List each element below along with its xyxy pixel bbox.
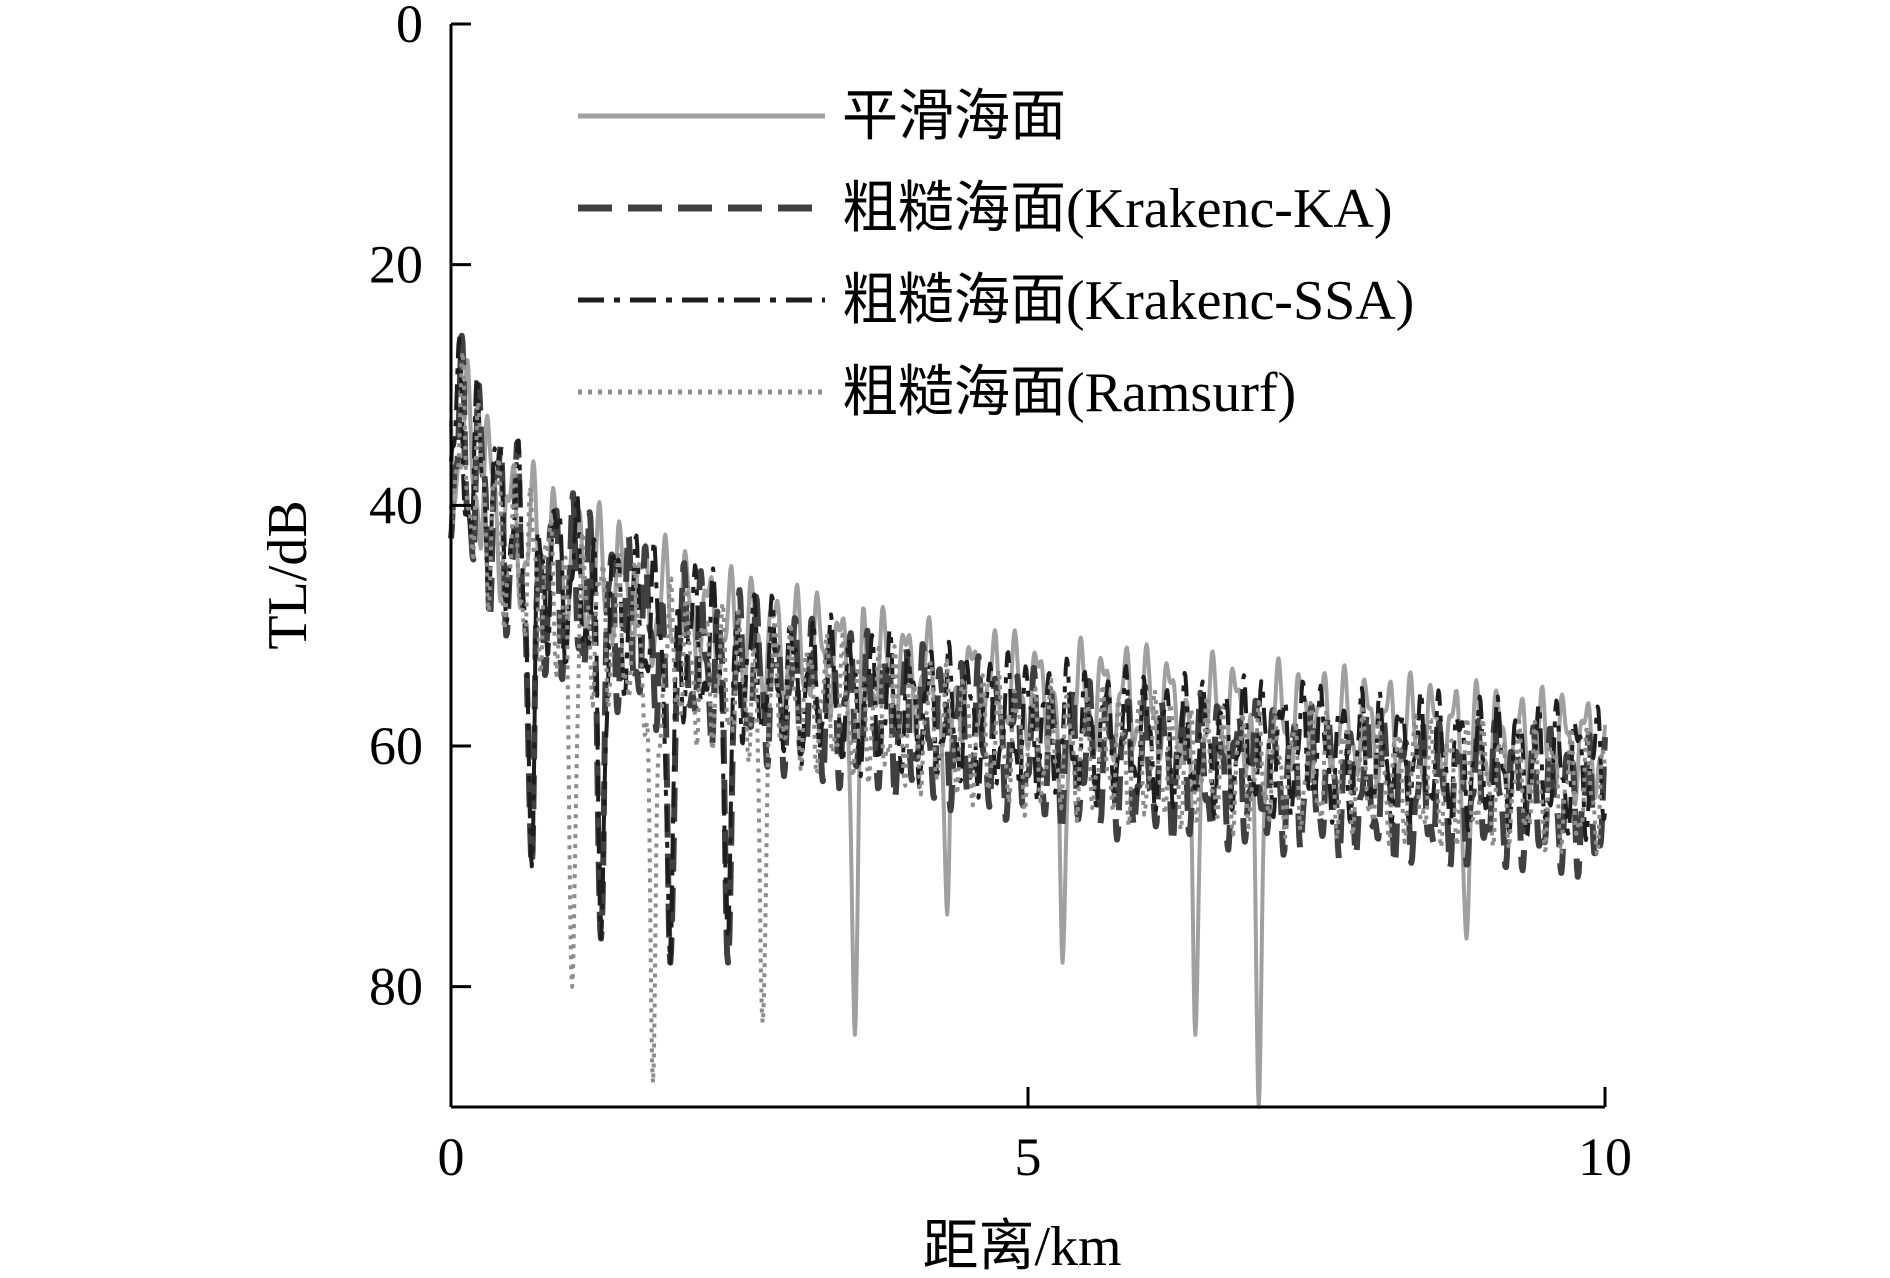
legend-label-2: 粗糙海面(Krakenc-KA) <box>842 178 1392 240</box>
series-line-3 <box>449 336 1607 965</box>
legend-label-4: 粗糙海面(Ramsurf) <box>842 362 1296 424</box>
legend-label-1: 平滑海面 <box>842 86 1066 148</box>
plot-lines <box>448 332 1608 1109</box>
y-tick-label: 60 <box>369 716 423 776</box>
y-tick-label: 40 <box>369 475 423 535</box>
legend-label-3: 粗糙海面(Krakenc-SSA) <box>842 270 1414 332</box>
x-tick-label: 10 <box>1578 1127 1632 1187</box>
y-tick-label: 80 <box>369 957 423 1017</box>
y-tick-label: 0 <box>396 0 423 54</box>
series-line-4 <box>449 349 1607 1085</box>
y-tick-label: 20 <box>369 235 423 295</box>
x-tick-label: 0 <box>438 1127 465 1187</box>
x-axis-label: 距离/km <box>922 1216 1121 1278</box>
ticks: 0 20 40 60 80 0 5 10 <box>369 0 1632 1187</box>
y-axis-label: TL/dB <box>257 500 319 649</box>
x-tick-label: 5 <box>1015 1127 1042 1187</box>
series-line-2 <box>448 332 1608 966</box>
